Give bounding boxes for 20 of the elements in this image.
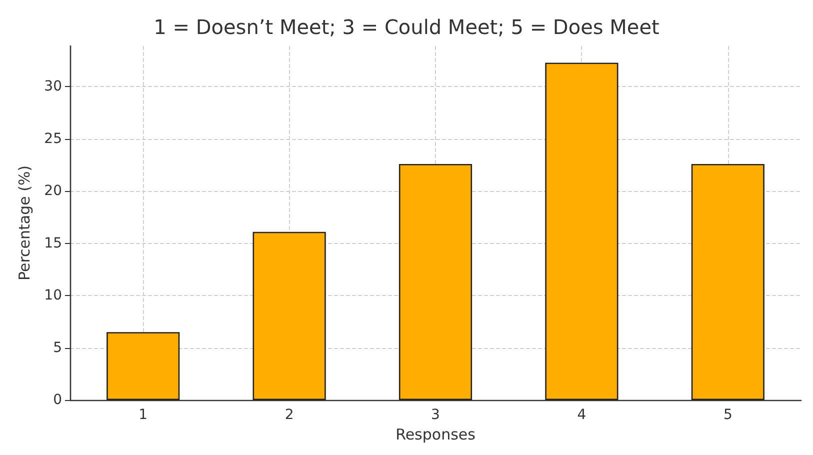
y-tick-label: 15 [44, 235, 62, 252]
y-axis-title: Percentage (%) [16, 165, 34, 281]
x-tick-label: 2 [284, 407, 294, 423]
bar [398, 164, 472, 400]
x-tick-label: 3 [431, 407, 440, 423]
x-tick-label: 4 [577, 407, 586, 423]
y-tick-label: 20 [44, 183, 62, 200]
x-axis-title: Responses [396, 425, 476, 444]
y-tick-label: 25 [44, 130, 62, 147]
chart-title: 1 = Doesn’t Meet; 3 = Could Meet; 5 = Does Meet [154, 15, 660, 39]
bar [106, 332, 180, 400]
bar [691, 164, 764, 400]
y-tick-label: 0 [53, 392, 62, 408]
x-tick-label: 5 [723, 407, 732, 423]
x-tick-label: 1 [138, 407, 148, 423]
bar [545, 62, 618, 400]
y-tick-label: 30 [44, 78, 62, 95]
y-tick-label: 5 [53, 340, 62, 356]
y-tick-label: 10 [44, 288, 62, 304]
bar [252, 232, 326, 400]
